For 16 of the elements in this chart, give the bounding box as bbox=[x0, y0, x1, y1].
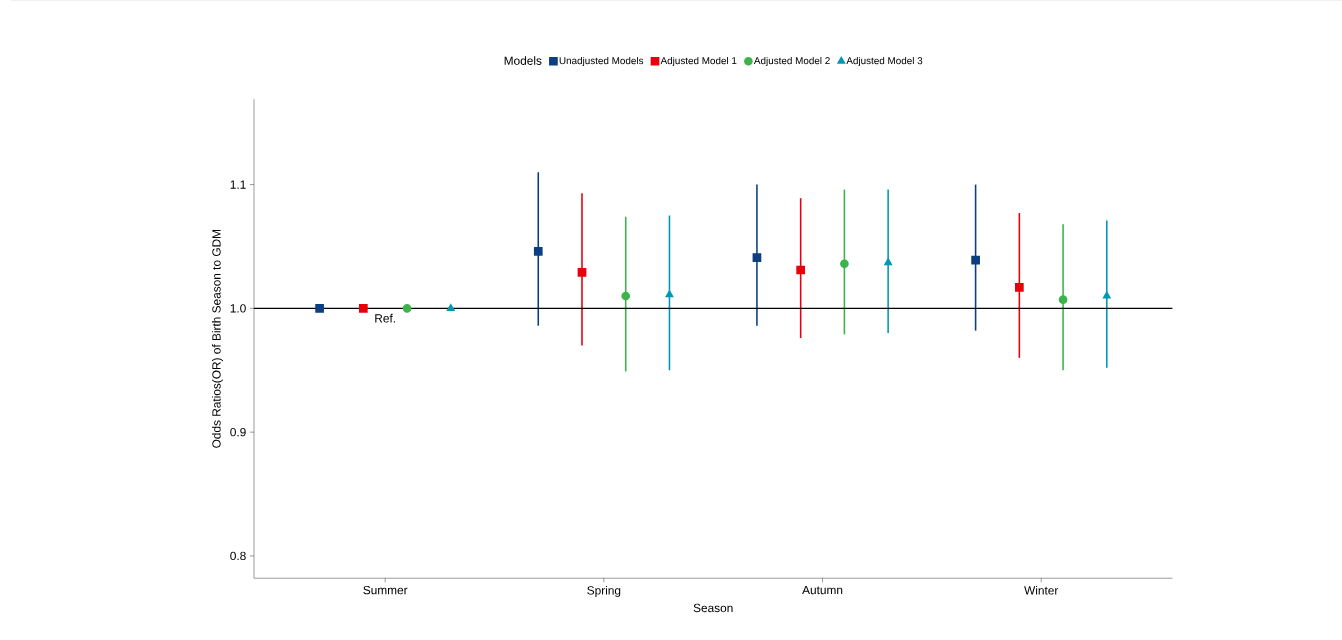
x-tick-label: Autumn bbox=[802, 586, 843, 595]
y-axis-title: Odds Ratios(OR) of Birth Season to GDM bbox=[211, 230, 224, 448]
x-tick-label: Spring bbox=[587, 586, 621, 598]
x-tick-label: Summer bbox=[363, 586, 408, 595]
y-tick-label: 1.0 bbox=[230, 304, 246, 313]
x-axis-title: Season bbox=[693, 603, 733, 613]
legend-label: Unadjusted Models bbox=[559, 57, 644, 67]
legend-label: Adjusted Model 3 bbox=[846, 57, 923, 67]
legend-label: Adjusted Model 1 bbox=[660, 57, 737, 67]
y-tick-label: 0.8 bbox=[230, 551, 246, 561]
annotation: Ref. bbox=[375, 313, 395, 323]
legend-label: Adjusted Model 2 bbox=[753, 57, 830, 67]
y-tick-label: 1.1 bbox=[230, 180, 246, 189]
x-tick-label: Winter bbox=[1024, 586, 1059, 595]
y-tick-label: 0.9 bbox=[230, 428, 246, 437]
legend-title: Models bbox=[504, 56, 542, 66]
